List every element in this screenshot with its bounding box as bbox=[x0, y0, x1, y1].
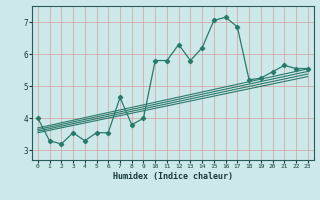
X-axis label: Humidex (Indice chaleur): Humidex (Indice chaleur) bbox=[113, 172, 233, 181]
